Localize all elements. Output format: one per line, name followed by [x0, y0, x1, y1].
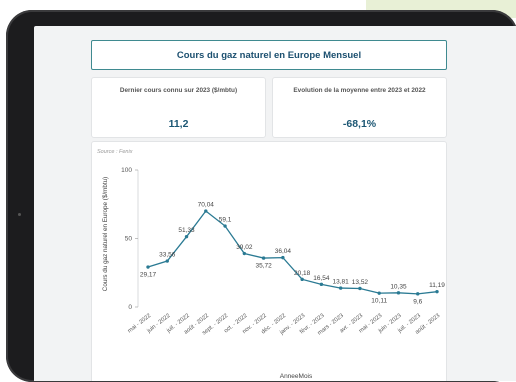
data-label: 70,04 [198, 202, 215, 209]
data-point [319, 282, 324, 287]
data-point [300, 277, 304, 282]
tablet-frame: Cours du gaz naturel en Europe Mensuel D… [6, 10, 516, 382]
kpi-value: -68,1% [342, 118, 377, 130]
data-label: 13,52 [352, 279, 369, 286]
data-point [204, 209, 208, 213]
kpi-card-last-price: Dernier cours connu sur 2023 ($/mbtu) 11… [91, 77, 266, 138]
data-label: 20,18 [294, 270, 311, 277]
kpi-card-evolution: Evolution de la moyenne entre 2023 et 20… [272, 77, 447, 138]
kpi-label: Dernier cours connu sur 2023 ($/mbtu) [119, 87, 238, 94]
data-point [377, 291, 381, 295]
y-tick-label: 0 [128, 304, 132, 311]
y-tick-label: 100 [121, 167, 132, 174]
series-line [147, 210, 438, 295]
y-tick-label: 50 [125, 236, 133, 243]
line-chart: 0 50 100 Cours du gaz naturel en Europe ($… [102, 167, 445, 380]
tablet-camera-dot [18, 213, 21, 216]
data-label: 10,11 [371, 298, 387, 305]
data-label: 51,33 [178, 227, 195, 234]
data-point [281, 255, 285, 260]
data-label: 39,02 [236, 244, 253, 251]
chart-source: Source : Fenix [97, 149, 133, 155]
data-label: 9,6 [413, 298, 422, 305]
data-point [242, 251, 247, 256]
y-axis-label: Cours du gaz naturel en Europe ($/mbtu) [102, 177, 109, 291]
data-point [416, 292, 420, 296]
data-label: 11,19 [429, 282, 445, 289]
data-point [261, 256, 266, 260]
x-axis-label: AnneeMois [280, 373, 313, 380]
data-point [165, 259, 169, 263]
data-label: 10,35 [390, 283, 407, 290]
data-point [146, 265, 150, 269]
page-title: Cours du gaz naturel en Europe Mensuel [91, 40, 447, 70]
data-label: 33,56 [159, 252, 176, 259]
line-chart-card: Source : Fenix 0 50 100 Cours du gaz natur… [91, 141, 447, 381]
data-label: 13,81 [333, 279, 350, 286]
data-label: 36,04 [275, 248, 292, 255]
data-point [435, 289, 439, 294]
kpi-label: Evolution de la moyenne entre 2023 et 20… [293, 87, 426, 94]
dashboard-screen: Cours du gaz naturel en Europe Mensuel D… [34, 26, 516, 381]
data-point [358, 286, 362, 291]
data-point [223, 224, 227, 228]
data-label: 29,17 [140, 272, 157, 279]
data-point [396, 291, 401, 295]
data-point [184, 234, 189, 239]
data-label: 35,72 [255, 263, 272, 270]
data-label: 16,54 [313, 275, 330, 282]
kpi-value: 11,2 [168, 118, 189, 130]
data-label: 59,1 [219, 217, 232, 224]
data-point [338, 286, 343, 290]
